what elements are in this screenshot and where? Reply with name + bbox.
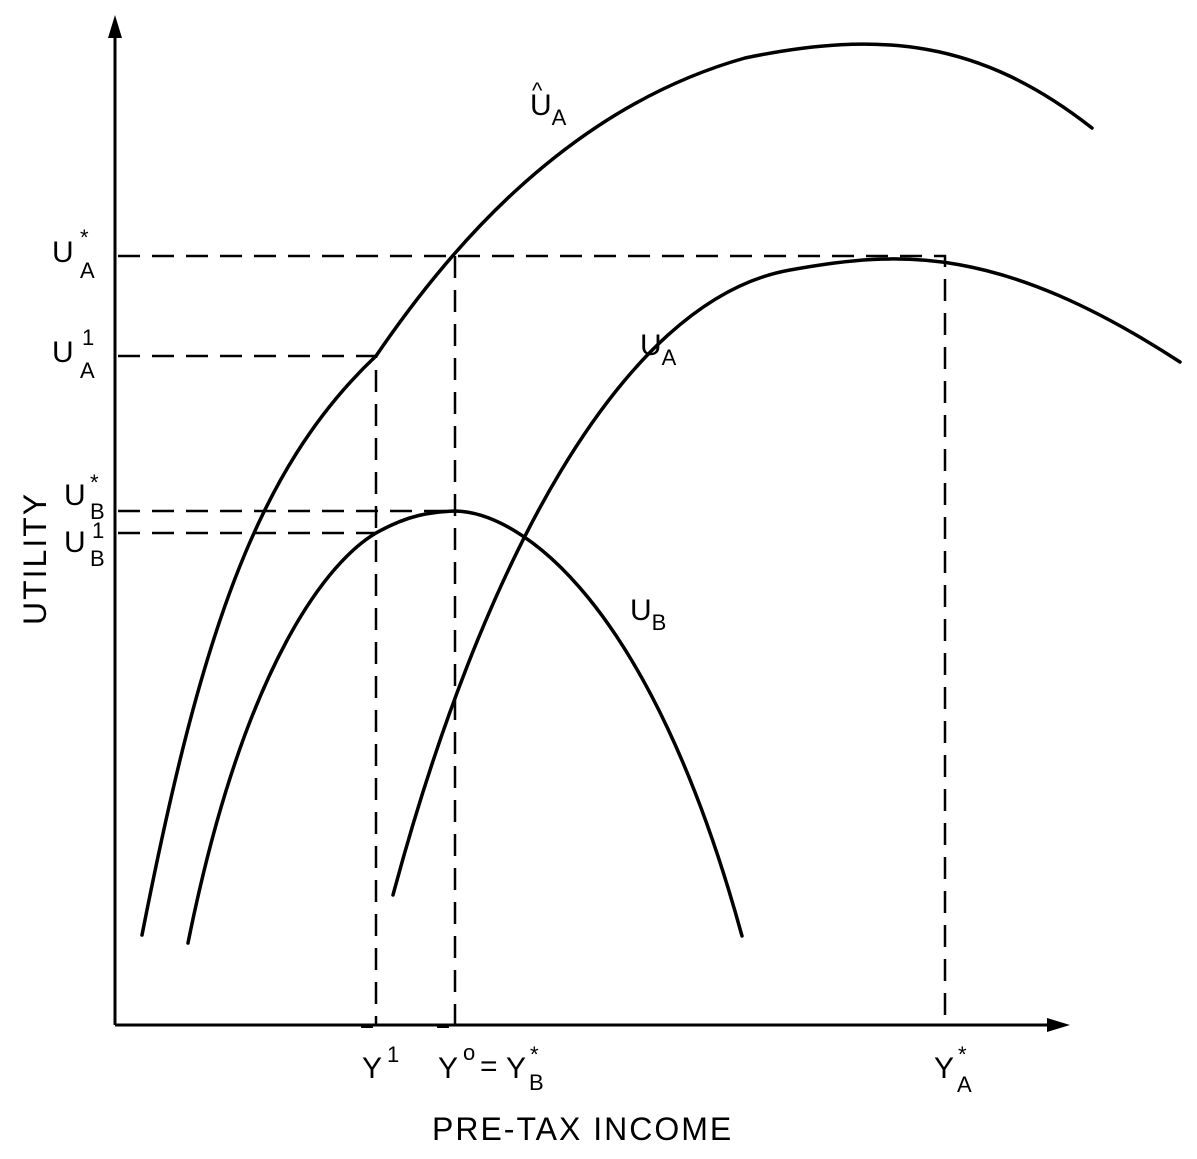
tick-y-a-star-sub: A — [957, 1072, 972, 1097]
curves — [140, 42, 1182, 945]
tick-u-a-one-sub: A — [80, 358, 95, 383]
tick-y-bar-zero-bar: ‾ — [437, 1024, 449, 1057]
tick-u-b-star: U — [64, 479, 86, 512]
tick-y-b-star-sup: * — [530, 1042, 539, 1067]
tick-y-bar-zero-sup: o — [463, 1040, 475, 1065]
tick-u-b-star-sub: B — [90, 499, 105, 524]
tick-u-b-one-sup: 1 — [92, 518, 104, 543]
guide-lines — [118, 254, 947, 1025]
label-u-a-hat: UA — [530, 89, 567, 130]
x-axis-arrow — [1047, 1018, 1070, 1032]
tick-u-b-one: U — [64, 526, 86, 559]
tick-u-a-one: U — [52, 336, 74, 369]
y-tick-labels: U * A U 1 A U * B U 1 B — [52, 225, 105, 571]
label-u-a-hat-caret: ^ — [532, 78, 543, 103]
tick-y-bar-one-bar: ‾ — [361, 1024, 373, 1057]
tick-y-a-star: Y — [934, 1052, 954, 1085]
axes — [108, 15, 1070, 1032]
y-axis-arrow — [108, 15, 122, 38]
tick-u-b-one-sub: B — [90, 546, 105, 571]
x-axis-title: PRE-TAX INCOME — [432, 1111, 733, 1147]
tick-y-bar-zero: Y — [438, 1052, 458, 1085]
y-axis-title: UTILITY — [17, 492, 53, 625]
label-u-a: UA — [640, 329, 677, 370]
tick-y-bar-one-sup: 1 — [387, 1042, 399, 1067]
guide-u-a-star — [118, 254, 947, 1025]
x-tick-labels: Y ‾ 1 Y ‾ o = Y * B Y * A — [361, 1024, 972, 1097]
curve-u-b — [186, 509, 744, 945]
tick-y-bar-one: Y — [362, 1052, 382, 1085]
tick-y-b-star-sub: B — [529, 1070, 544, 1095]
curve-u-a-hat — [140, 42, 1094, 937]
tick-u-a-star: U — [52, 236, 74, 269]
tick-u-a-star-sup: * — [80, 225, 89, 250]
tick-u-b-star-sup: * — [90, 470, 99, 495]
tick-u-a-one-sup: 1 — [82, 325, 94, 350]
tick-u-a-star-sub: A — [80, 258, 95, 283]
label-u-b: UB — [630, 594, 666, 635]
tick-y-bar-zero-eq: = — [480, 1050, 498, 1083]
curve-labels: UA ^ UA UB — [530, 78, 677, 635]
tick-y-a-star-sup: * — [958, 1042, 967, 1067]
curve-u-a — [391, 257, 1182, 897]
guide-u-a-one — [118, 354, 378, 1025]
tick-y-b-star: Y — [506, 1052, 526, 1085]
